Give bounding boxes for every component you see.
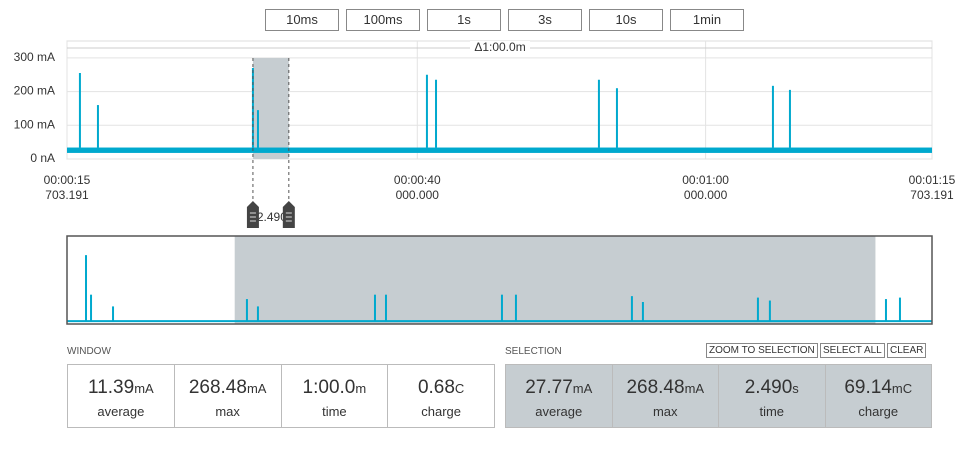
stat-cell: 2.490s time: [718, 365, 825, 427]
stat-cell: 0.68C charge: [387, 365, 494, 427]
value: 27.77: [525, 377, 573, 398]
selection-stats: 27.77mA average 268.48mA max 2.490s time 69.14…: [505, 364, 932, 428]
x-tick-sublabel: 703.191: [910, 188, 954, 202]
value: 2.490: [744, 377, 793, 398]
selection-action[interactable]: ZOOM TO SELECTION: [706, 343, 818, 358]
y-tick-label: 100 mA: [14, 117, 55, 131]
value: 69.14: [844, 377, 892, 398]
x-tick-sublabel: 000.000: [684, 188, 728, 202]
stat-value: 268.48mA: [613, 377, 719, 399]
x-tick-label: 00:00:15: [44, 173, 91, 187]
stat-cell: 1:00.0m time: [280, 365, 388, 427]
unit: mA: [246, 381, 267, 396]
stat-value: 268.48mA: [175, 377, 281, 399]
stat-label: charge: [421, 404, 461, 419]
stat-cell: 268.48mA max: [173, 365, 281, 427]
y-tick-label: 300 mA: [14, 50, 55, 64]
unit: s: [792, 381, 799, 396]
x-tick-label: 00:01:15: [909, 173, 956, 187]
selection-action[interactable]: SELECT ALL: [820, 343, 885, 358]
stat-cell: 69.14mC charge: [824, 365, 932, 427]
stat-cell: 11.39mA average: [68, 365, 174, 427]
stat-value: 1:00.0m: [282, 377, 388, 399]
trace-baseline: [67, 147, 932, 153]
x-tick-sublabel: 000.000: [396, 188, 440, 202]
unit: mC: [891, 381, 913, 396]
stat-label: time: [322, 404, 347, 419]
delta-bg: [470, 41, 530, 55]
value: 1:00.0: [302, 377, 356, 398]
stat-cell: 27.77mA average: [506, 365, 612, 427]
plot-frame: [66, 40, 933, 160]
selection-action[interactable]: CLEAR: [887, 343, 927, 358]
stat-label: average: [535, 404, 583, 419]
stat-value: 69.14mC: [826, 377, 932, 399]
zoom-button[interactable]: 1min: [670, 9, 744, 31]
stat-label: max: [652, 404, 678, 419]
stat-label: max: [215, 404, 240, 419]
x-tick-sublabel: 703.191: [45, 188, 89, 202]
window-stats: 11.39mA average 268.48mA max 1:00.0m time 0.68…: [67, 364, 495, 428]
cursor-handle: [246, 201, 259, 228]
x-tick-label: 00:01:00: [682, 173, 729, 187]
value: 268.48: [626, 377, 685, 398]
unit: mA: [684, 381, 705, 396]
overview-window: [234, 236, 876, 324]
stat-label: charge: [858, 404, 899, 419]
zoom-button[interactable]: 100ms: [346, 9, 420, 31]
unit: mA: [134, 381, 154, 396]
y-tick-label: 0 nA: [30, 151, 55, 165]
overview-frame: [66, 235, 933, 325]
y-tick-label: 200 mA: [14, 84, 55, 98]
value: 268.48: [188, 377, 247, 398]
selection-delta: Δ2.490s: [249, 210, 293, 224]
stat-cell: 268.48mA max: [611, 365, 719, 427]
cursor-handle: [282, 201, 295, 228]
zoom-button[interactable]: 10ms: [265, 9, 339, 31]
selection-title: SELECTION: [505, 346, 562, 357]
unit: m: [355, 381, 367, 396]
stat-label: average: [97, 404, 145, 419]
zoom-button[interactable]: 1s: [427, 9, 501, 31]
unit: C: [454, 381, 465, 396]
value: 11.39: [88, 377, 135, 398]
zoom-button[interactable]: 3s: [508, 9, 582, 31]
stat-label: time: [759, 404, 785, 419]
value: 0.68: [417, 377, 455, 398]
zoom-button[interactable]: 10s: [589, 9, 663, 31]
stat-value: 2.490s: [719, 377, 825, 399]
stat-value: 11.39mA: [68, 377, 174, 399]
window-title: WINDOW: [67, 346, 111, 357]
stat-value: 27.77mA: [506, 377, 612, 399]
stat-value: 0.68C: [388, 377, 494, 399]
unit: mA: [572, 381, 593, 396]
delta-label: Δ1:00.0m: [474, 40, 525, 54]
x-tick-label: 00:00:40: [394, 173, 441, 187]
